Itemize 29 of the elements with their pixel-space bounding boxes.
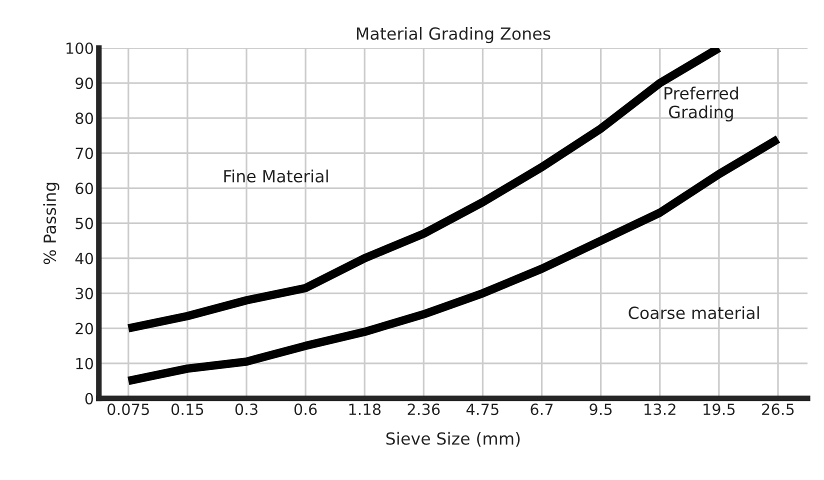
annotation: Preferred Grading — [664, 86, 738, 122]
y-tick-label: 30 — [76, 288, 94, 300]
y-axis-title: % Passing — [43, 182, 60, 264]
y-tick-label: 40 — [75, 252, 94, 264]
x-tick-label: 2.36 — [408, 404, 440, 416]
x-tick-label: 13.2 — [644, 404, 676, 416]
y-tick-label: 0 — [85, 392, 94, 404]
x-tick-label: 0.15 — [171, 404, 204, 416]
y-tick-label: 10 — [76, 358, 94, 370]
x-tick-label: 6.7 — [530, 404, 553, 416]
y-tick-label: 100 — [66, 42, 94, 54]
x-tick-label: 4.75 — [466, 404, 498, 416]
x-tick-label: 9.5 — [590, 404, 612, 416]
annotation: Coarse material — [628, 306, 759, 320]
y-tick-label: 60 — [76, 182, 94, 194]
y-tick-label: 70 — [76, 148, 94, 160]
y-tick-label: 90 — [76, 78, 94, 90]
x-tick-label: 26.5 — [762, 404, 794, 416]
x-axis-title: Sieve Size (mm) — [386, 432, 520, 447]
x-tick-label: 0.3 — [235, 404, 258, 416]
y-tick-label: 20 — [76, 322, 94, 334]
y-tick-label: 50 — [76, 218, 94, 230]
x-tick-label: 1.18 — [349, 404, 381, 416]
y-tick-label: 80 — [76, 112, 94, 124]
x-tick-label: 0.075 — [108, 404, 149, 416]
annotation: Fine Material — [224, 170, 328, 182]
chart-title: Material Grading Zones — [356, 27, 550, 44]
x-tick-label: 19.5 — [704, 404, 735, 416]
x-tick-label: 0.6 — [294, 404, 317, 416]
